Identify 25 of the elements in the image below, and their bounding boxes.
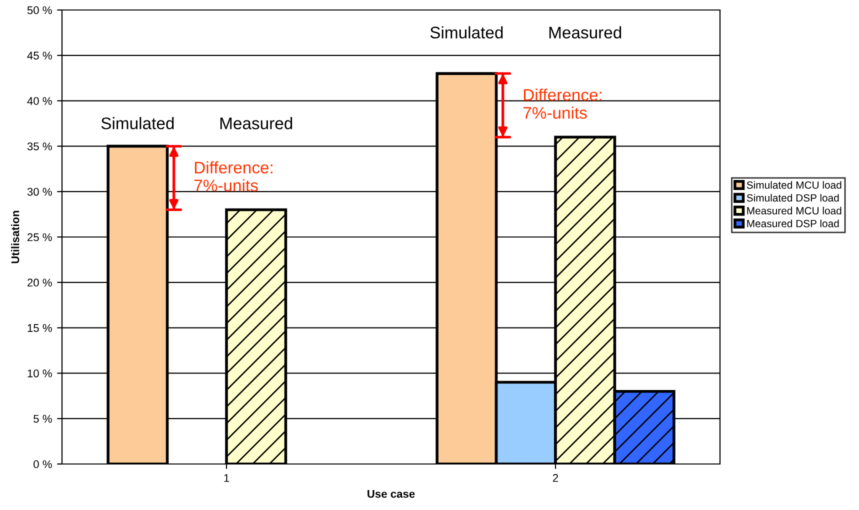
y-tick-label: 45 %	[27, 52, 52, 60]
y-tick-label: 10 %	[28, 369, 52, 378]
x-tick-label: 1	[224, 474, 230, 482]
y-tick-label: 35 %	[27, 142, 52, 150]
y-tick-label: 15 %	[28, 324, 52, 332]
y-tick-label: 30 %	[27, 188, 52, 196]
annotation: Simulated	[430, 26, 503, 38]
y-tick-label: 0 %	[34, 460, 52, 468]
annotation: Difference: 7%-units	[194, 161, 272, 192]
y-tick-label: 50 %	[27, 6, 52, 14]
annotation: Simulated	[101, 117, 174, 130]
legend-label: Measured DSP load	[747, 220, 839, 228]
legend-label: Simulated MCU load	[746, 181, 842, 189]
legend-label: Simulated DSP load	[746, 194, 839, 202]
legend-label: Measured MCU load	[747, 206, 842, 214]
annotation: Measured	[220, 117, 292, 130]
x-tick-label: 2	[552, 474, 558, 482]
y-tick-label: 20 %	[28, 278, 52, 287]
y-tick-label: 5 %	[34, 414, 52, 423]
annotation: Difference: 7%-units	[523, 88, 602, 119]
annotation: Measured	[549, 26, 622, 38]
y-axis-title: Utilisation	[11, 210, 20, 264]
y-tick-label: 25 %	[28, 233, 52, 242]
y-tick-label: 40 %	[27, 97, 52, 105]
x-axis-title: Use case	[368, 490, 415, 498]
